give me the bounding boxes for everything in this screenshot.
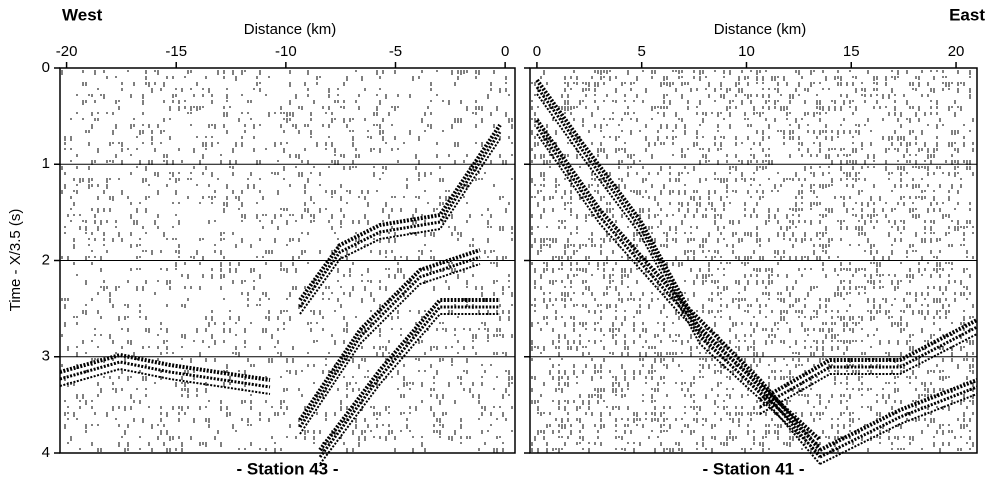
x-tick-label: 0 xyxy=(501,43,509,60)
x-axis-label: Distance (km) xyxy=(714,21,807,38)
y-tick-label: 0 xyxy=(42,59,50,76)
x-tick-label: -20 xyxy=(56,43,78,60)
trace-noise xyxy=(61,70,513,453)
x-axis-label: Distance (km) xyxy=(244,21,337,38)
corner-label: East xyxy=(949,5,985,24)
seismic-event xyxy=(536,93,821,455)
seismic-event xyxy=(299,138,501,315)
x-tick-label: 0 xyxy=(533,43,541,60)
x-tick-label: -15 xyxy=(165,43,187,60)
caption: - Station 41 - xyxy=(702,459,804,478)
seismic-event xyxy=(59,352,271,382)
seismic-event xyxy=(535,86,822,449)
x-tick-label: -5 xyxy=(389,43,402,60)
x-tick-label: -10 xyxy=(275,43,297,60)
seismic-event xyxy=(535,78,822,442)
seismic-event xyxy=(318,305,500,458)
seismic-event xyxy=(59,360,271,389)
seismic-event xyxy=(759,325,978,409)
x-tick-label: 5 xyxy=(638,43,646,60)
seismic-event xyxy=(759,318,978,402)
y-tick-label: 1 xyxy=(42,155,50,172)
caption: - Station 43 - xyxy=(236,459,338,478)
seismic-event xyxy=(298,123,502,302)
x-tick-label: 10 xyxy=(738,43,755,60)
seismic-event xyxy=(298,255,481,428)
seismic-event xyxy=(759,333,978,415)
trace-noise xyxy=(531,70,974,453)
seismic-event xyxy=(319,313,500,465)
y-tick-label: 3 xyxy=(42,348,50,365)
seismic-event xyxy=(819,393,978,465)
corner-label: West xyxy=(62,5,103,24)
seismic-event xyxy=(318,298,500,452)
y-tick-label: 4 xyxy=(42,444,50,461)
x-tick-label: 20 xyxy=(948,43,965,60)
x-tick-label: 15 xyxy=(843,43,860,60)
seismic-event xyxy=(819,385,978,459)
y-axis-label: Time - X/3.5 (s) xyxy=(7,209,24,312)
seismic-event xyxy=(819,378,978,452)
y-tick-label: 2 xyxy=(42,251,50,268)
seismic-traces xyxy=(59,70,978,465)
seismic-event xyxy=(298,131,502,308)
seismic-event xyxy=(59,367,271,395)
seismic-event xyxy=(299,263,481,435)
